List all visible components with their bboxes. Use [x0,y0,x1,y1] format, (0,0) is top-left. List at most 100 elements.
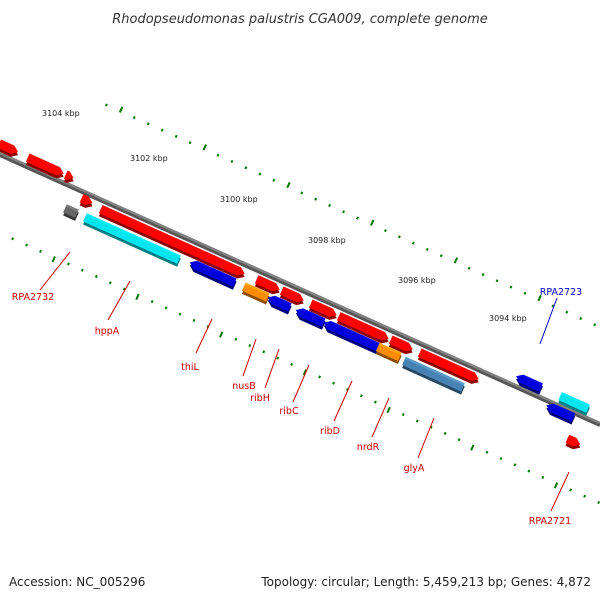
gene-feature-body [308,299,337,317]
gene-feature-highlight [66,170,71,175]
label-leaders [39,251,570,512]
label-leader-line [417,417,435,459]
gene-feature [25,153,64,179]
gene-label: ribH [250,393,270,404]
gene-feature-body [388,335,413,352]
gene-feature-highlight [339,312,386,335]
scale-tick [485,450,489,454]
gene-feature [98,204,223,269]
scale-tick [453,257,459,264]
scale-tick [328,203,332,208]
scale-tick [443,431,447,435]
scale-tick [429,425,433,429]
scale-tick [509,285,513,289]
scale-tick [342,210,346,214]
gene-feature [323,320,380,355]
map-title: Rhodopseudomonas palustris CGA009, compl… [112,12,488,27]
gene-feature [189,260,237,290]
scale-tick [457,438,461,442]
scale-tick [537,294,542,302]
gene-feature-highlight [0,139,15,148]
scale-tick [302,369,308,376]
scale-tick [272,178,276,182]
scale-tick [360,394,363,398]
gene-feature [79,194,93,208]
genome-summary-text: Topology: circular; Length: 5,459,213 bp… [260,575,591,589]
gene-feature [516,374,543,395]
gene-feature-highlight [391,335,410,346]
gene-feature [0,139,19,157]
gene-label: nrdR [357,442,380,453]
scale-tick [188,141,192,145]
scale-label: 3104 kbp [42,109,80,118]
gene-feature-highlight [330,320,380,346]
scale-tick [373,400,377,404]
gene-feature-body [267,295,292,312]
scale-tick [290,362,294,366]
scale-tick [553,482,559,489]
gene-feature-highlight [257,275,277,286]
scale-label: 3096 kbp [398,276,436,285]
scale-tick [262,350,266,354]
gene-feature-highlight [244,282,270,296]
scale-tick [219,331,224,338]
gene-label: thiL [181,362,199,373]
scale-tick [146,122,150,126]
gene-feature [254,275,280,295]
gene-feature-body [25,153,64,176]
gene-feature [546,403,576,425]
gene-feature [417,348,479,384]
gene-feature-body [63,204,79,218]
scale-tick [132,116,136,120]
scale-tick [258,172,262,176]
gene-feature-body [375,342,402,361]
scale-tick [356,216,359,220]
gene-label: glyA [404,463,425,474]
gene-feature [336,312,389,344]
scale-tick [178,312,182,316]
gene-feature-body [402,356,465,392]
scale-tick [192,318,196,322]
label-leader-line [550,471,570,512]
scale-tick [202,144,207,151]
gene-feature-highlight [522,374,543,386]
genome-backbone [0,151,600,427]
gene-feature-highlight [65,204,79,212]
scale-tick [597,500,600,505]
gene-label: ribD [320,426,340,437]
scale-tick [425,247,429,251]
scale-tick [216,153,220,157]
scale-tick [499,457,503,461]
scale-labels: 3104 kbp 3102 kbp 3100 kbp 3098 kbp 3096 kbp… [42,109,527,323]
scale-tick [467,266,471,270]
gene-feature-body [98,204,223,266]
scale-tick [276,356,280,360]
gene-feature [565,434,581,450]
scale-tick [300,191,304,195]
scale-label: 3102 kbp [130,154,168,163]
scale-tick [174,134,178,138]
scale-tick [80,268,84,272]
gene-feature-body [323,320,380,352]
gene-feature [279,286,304,306]
scale-tick [318,375,321,379]
gene-features [0,139,590,450]
gene-feature-highlight [205,251,242,270]
scale-tick [495,279,499,283]
scale-tick [332,381,335,385]
label-leader-line [292,364,310,403]
gene-feature-highlight [404,356,465,386]
gene-feature-highlight [311,299,334,312]
gene-label: hppA [95,326,120,337]
gene-feature [202,251,245,279]
gene-label: RPA2732 [12,292,54,303]
gene-feature-body [241,282,270,302]
scale-tick [551,304,555,308]
scale-tick [346,387,349,392]
scale-tick [386,406,391,414]
gene-feature-highlight [420,348,476,375]
gene-feature-body [83,213,181,264]
label-leader-line [264,348,280,389]
